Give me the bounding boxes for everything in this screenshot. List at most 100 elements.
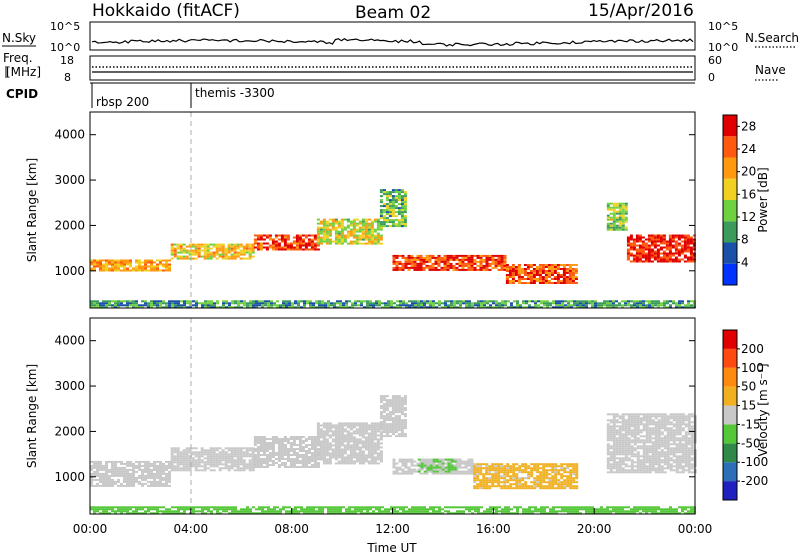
echo-cell <box>144 300 147 303</box>
echo-cell <box>627 433 631 436</box>
echo-cell <box>321 300 324 303</box>
echo-cell <box>262 460 266 462</box>
echo-cell <box>188 253 192 256</box>
echo-cell <box>170 243 174 246</box>
echo-cell <box>627 413 631 416</box>
echo-cell <box>156 468 159 471</box>
echo-cell <box>256 446 260 448</box>
echo-cell <box>248 459 252 462</box>
echo-cell <box>138 261 141 264</box>
echo-cell <box>446 460 450 463</box>
echo-cell <box>630 300 633 303</box>
echo-cell <box>259 438 263 440</box>
echo-cell <box>361 428 365 431</box>
echo-cell <box>520 272 524 274</box>
echo-cell <box>453 460 457 463</box>
echo-cell <box>621 214 625 217</box>
echo-cell <box>612 212 616 215</box>
echo-cell <box>485 262 489 265</box>
echo-cell <box>397 395 401 398</box>
echo-cell <box>494 479 498 482</box>
echo-cell <box>618 427 622 430</box>
echo-cell <box>203 255 207 258</box>
echo-cell <box>96 300 99 303</box>
echo-cell <box>562 272 566 274</box>
echo-cell <box>648 459 652 462</box>
echo-cell <box>343 460 347 463</box>
echo-cell <box>648 457 652 460</box>
echo-cell <box>188 251 192 254</box>
echo-cell <box>319 238 323 241</box>
echo-cell <box>639 465 643 468</box>
echo-cell <box>126 302 129 305</box>
echo-cell <box>108 460 111 463</box>
echo-cell <box>656 248 660 251</box>
echo-cell <box>633 469 637 472</box>
echo-cell <box>651 451 655 454</box>
echo-cell <box>627 439 631 442</box>
echo-cell <box>340 234 344 237</box>
echo-cell <box>346 218 350 221</box>
echo-cell <box>322 218 326 221</box>
echo-cell <box>370 242 374 245</box>
echo-cell <box>316 444 320 447</box>
echo-cell <box>630 433 634 436</box>
echo-cell <box>159 466 162 469</box>
echo-cell <box>453 306 456 309</box>
echo-cell <box>90 480 93 483</box>
echo-cell <box>666 451 670 454</box>
echo-cell <box>660 423 664 426</box>
echo-cell <box>572 471 576 474</box>
echo-cell <box>96 478 99 481</box>
echo-cell <box>395 470 399 473</box>
echo-cell <box>627 445 631 448</box>
echo-cell <box>298 450 302 452</box>
echo-cell <box>575 477 579 480</box>
echo-cell <box>364 242 368 245</box>
echo-cell <box>391 191 395 194</box>
echo-cell <box>402 304 405 307</box>
echo-cell <box>527 487 531 490</box>
echo-cell <box>585 302 588 305</box>
echo-cell <box>467 468 471 471</box>
echo-cell <box>93 306 96 309</box>
echo-cell <box>221 257 225 260</box>
echo-cell <box>615 212 619 215</box>
echo-cell <box>248 467 252 470</box>
echo-cell <box>345 302 348 305</box>
echo-cell <box>391 195 395 198</box>
echo-cell <box>692 254 696 257</box>
echo-cell <box>621 210 625 213</box>
echo-cell <box>230 451 234 454</box>
echo-cell <box>508 280 512 282</box>
echo-cell <box>663 459 667 462</box>
echo-cell <box>479 479 483 482</box>
echo-cell <box>574 268 578 270</box>
echo-cell <box>319 444 323 447</box>
echo-cell <box>102 464 105 467</box>
echo-cell <box>361 434 365 437</box>
echo-cell <box>236 469 240 472</box>
echo-cell <box>352 242 356 245</box>
echo-cell <box>560 477 564 480</box>
echo-cell <box>385 199 389 202</box>
echo-cell <box>627 459 631 462</box>
echo-cell <box>369 300 372 303</box>
echo-cell <box>340 444 344 447</box>
echo-cell <box>309 304 312 307</box>
echo-cell <box>382 411 386 414</box>
echo-cell <box>432 458 436 461</box>
echo-cell <box>553 268 557 270</box>
echo-cell <box>200 469 204 472</box>
echo-cell <box>385 211 389 214</box>
echo-cell <box>461 254 465 257</box>
echo-cell <box>367 460 371 463</box>
echo-cell <box>352 448 356 451</box>
echo-cell <box>138 466 141 469</box>
echo-cell <box>316 230 320 233</box>
echo-cell <box>373 228 377 231</box>
echo-cell <box>407 268 411 271</box>
echo-cell <box>360 302 363 305</box>
echo-cell <box>683 256 687 259</box>
echo-cell <box>648 439 652 442</box>
